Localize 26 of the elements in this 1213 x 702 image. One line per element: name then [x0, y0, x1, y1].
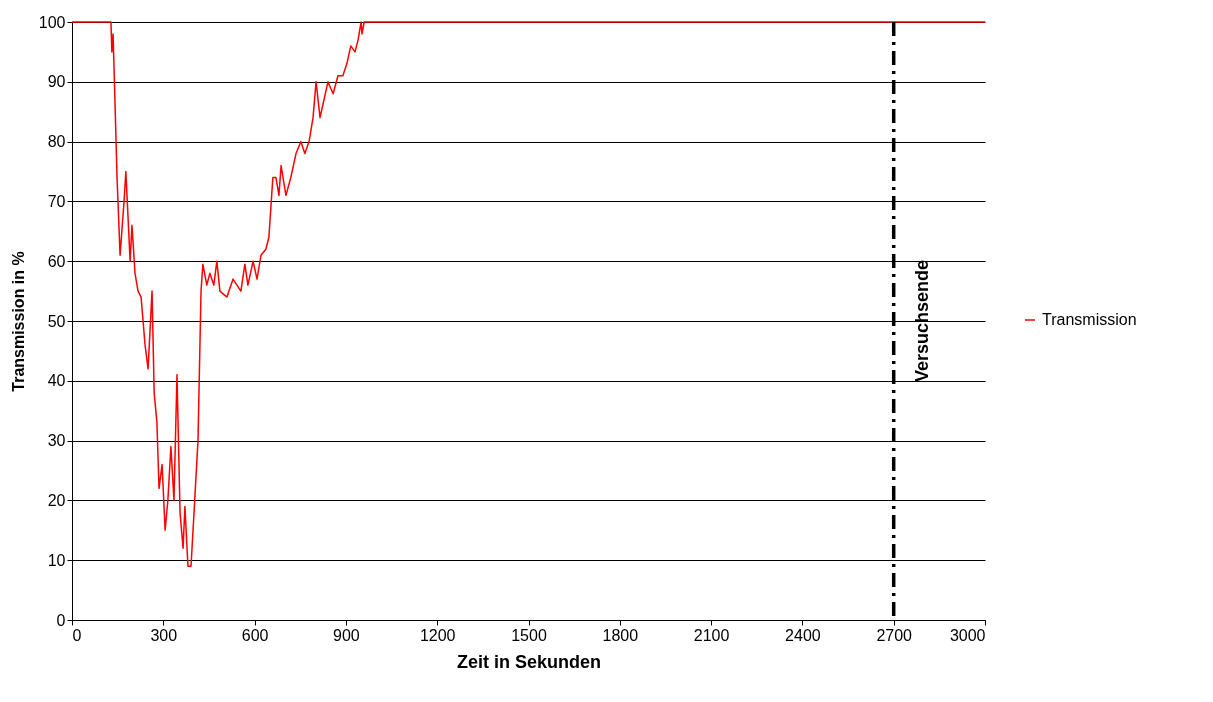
y-tick-label: 10: [47, 551, 66, 569]
x-tick-label: 0: [72, 626, 82, 644]
y-tick-label: 50: [47, 312, 66, 330]
y-tick-label: 30: [47, 432, 66, 450]
x-tick-label: 1200: [419, 626, 456, 644]
y-tick-label: 90: [47, 73, 66, 91]
x-tick-label: 300: [150, 626, 178, 644]
y-tick-label: 70: [47, 192, 66, 210]
ref-line-label: Versuchsende: [911, 259, 932, 383]
x-axis-title: Zeit in Sekunden: [456, 651, 602, 672]
y-tick-label: 80: [47, 133, 66, 151]
x-tick-label: 3000: [949, 626, 986, 644]
y-tick-label: 60: [47, 252, 66, 270]
x-tick-label: 2700: [876, 626, 913, 644]
y-tick-label: 20: [47, 491, 66, 509]
x-tick-label: 900: [333, 626, 360, 644]
x-tick-label: 2100: [693, 626, 730, 644]
y-tick-label: 40: [47, 372, 66, 390]
x-tick-label: 1800: [602, 626, 639, 644]
y-axis-title: Transmission in %: [9, 251, 27, 392]
legend-label: Transmission: [1042, 311, 1137, 328]
x-tick-label: 600: [241, 626, 269, 644]
y-tick-label: 100: [38, 13, 66, 31]
x-tick-label: 2400: [785, 626, 821, 644]
x-tick-label: 1500: [511, 626, 547, 644]
y-tick-label: 0: [56, 611, 66, 629]
